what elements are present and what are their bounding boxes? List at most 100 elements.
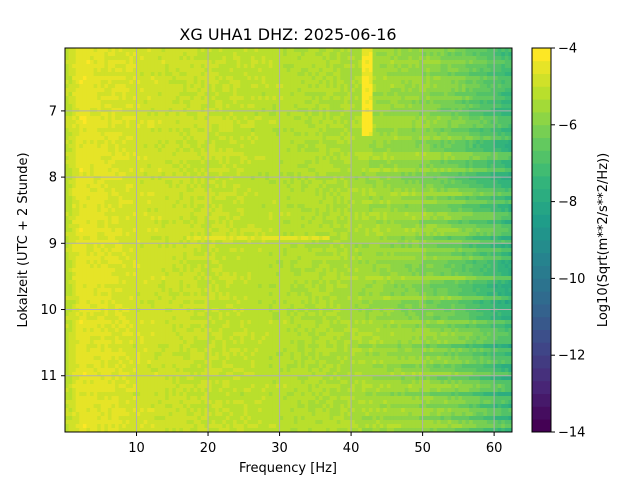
heatmap-cell — [279, 128, 284, 133]
heatmap-cell — [469, 160, 474, 165]
heatmap-cell — [154, 172, 159, 177]
heatmap-cell — [250, 124, 255, 129]
heatmap-cell — [358, 164, 363, 169]
heatmap-cell — [204, 84, 209, 89]
heatmap-cell — [315, 168, 320, 173]
heatmap-cell — [458, 204, 463, 209]
heatmap-cell — [154, 152, 159, 157]
heatmap-cell — [461, 64, 466, 69]
heatmap-cell — [254, 64, 259, 69]
heatmap-cell — [315, 48, 320, 53]
heatmap-cell — [429, 164, 434, 169]
heatmap-cell — [247, 112, 252, 117]
heatmap-cell — [379, 84, 384, 89]
heatmap-cell — [75, 148, 80, 153]
heatmap-cell — [229, 200, 234, 205]
heatmap-cell — [376, 160, 381, 165]
heatmap-cell — [118, 56, 123, 61]
heatmap-cell — [265, 160, 270, 165]
heatmap-cell — [454, 92, 459, 97]
heatmap-cell — [275, 132, 280, 137]
heatmap-cell — [354, 188, 359, 193]
heatmap-cell — [147, 140, 152, 145]
heatmap-cell — [168, 144, 173, 149]
heatmap-cell — [272, 92, 277, 97]
heatmap-cell — [183, 104, 187, 109]
heatmap-cell — [161, 88, 166, 93]
heatmap-cell — [283, 128, 288, 133]
heatmap-cell — [240, 116, 245, 121]
heatmap-cell — [390, 188, 395, 193]
heatmap-cell — [301, 88, 305, 93]
heatmap-cell — [136, 204, 141, 209]
heatmap-cell — [247, 100, 252, 105]
heatmap-cell — [479, 176, 484, 181]
heatmap-cell — [168, 196, 173, 201]
heatmap-cell — [497, 96, 502, 101]
heatmap-cell — [200, 124, 205, 129]
heatmap-cell — [340, 140, 345, 145]
heatmap-cell — [347, 84, 352, 89]
heatmap-cell — [404, 176, 409, 181]
heatmap-cell — [444, 144, 449, 149]
heatmap-cell — [154, 204, 159, 209]
heatmap-cell — [290, 136, 295, 141]
heatmap-cell — [379, 168, 384, 173]
heatmap-cell — [365, 188, 370, 193]
heatmap-cell — [386, 160, 391, 165]
heatmap-cell — [343, 108, 348, 113]
heatmap-cell — [225, 100, 230, 105]
heatmap-cell — [361, 108, 366, 113]
heatmap-cell — [154, 176, 159, 181]
heatmap-cell — [429, 72, 434, 77]
heatmap-cell — [222, 120, 227, 125]
heatmap-cell — [386, 128, 391, 133]
heatmap-cell — [354, 124, 359, 129]
heatmap-cell — [501, 68, 506, 73]
heatmap-cell — [275, 168, 280, 173]
heatmap-cell — [326, 156, 331, 161]
heatmap-cell — [419, 56, 423, 61]
heatmap-cell — [354, 152, 359, 157]
heatmap-cell — [186, 196, 191, 201]
heatmap-cell — [415, 84, 420, 89]
heatmap-cell — [100, 108, 105, 113]
heatmap-cell — [318, 52, 323, 57]
heatmap-cell — [279, 144, 284, 149]
heatmap-cell — [197, 100, 202, 105]
heatmap-cell — [218, 152, 223, 157]
heatmap-cell — [225, 128, 230, 133]
heatmap-cell — [351, 184, 356, 189]
heatmap-cell — [208, 132, 213, 137]
heatmap-cell — [172, 204, 177, 209]
heatmap-cell — [440, 116, 445, 121]
heatmap-cell — [440, 164, 445, 169]
heatmap-cell — [318, 180, 323, 185]
heatmap-cell — [326, 64, 331, 69]
heatmap-cell — [190, 132, 195, 137]
heatmap-cell — [329, 204, 334, 209]
heatmap-cell — [415, 200, 420, 205]
heatmap-cell — [68, 56, 73, 61]
heatmap-cell — [326, 72, 331, 77]
heatmap-cell — [436, 52, 441, 57]
heatmap-cell — [372, 124, 377, 129]
heatmap-cell — [304, 144, 309, 149]
heatmap-cell — [326, 96, 331, 101]
heatmap-cell — [290, 132, 295, 137]
heatmap-cell — [390, 156, 395, 161]
heatmap-cell — [486, 88, 491, 93]
heatmap-cell — [104, 76, 109, 81]
heatmap-cell — [461, 124, 466, 129]
heatmap-cell — [358, 140, 363, 145]
heatmap-cell — [147, 108, 152, 113]
heatmap-cell — [504, 176, 509, 181]
heatmap-cell — [476, 192, 481, 197]
heatmap-cell — [422, 56, 427, 61]
heatmap-cell — [436, 144, 441, 149]
heatmap-cell — [272, 68, 277, 73]
heatmap-cell — [165, 80, 170, 85]
heatmap-cell — [240, 156, 245, 161]
heatmap-cell — [190, 156, 195, 161]
heatmap-cell — [104, 148, 109, 153]
